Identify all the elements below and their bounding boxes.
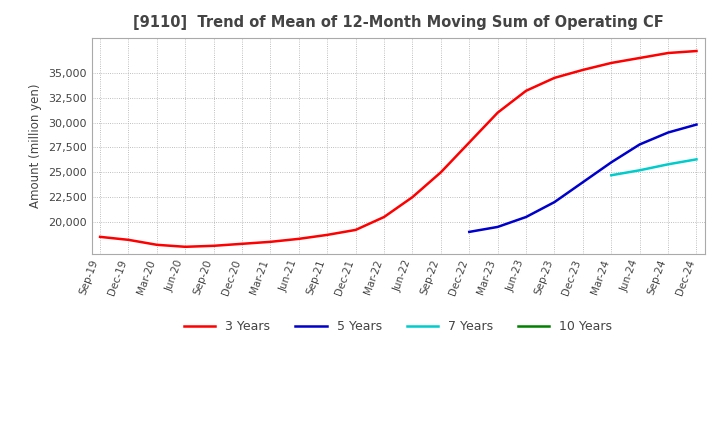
3 Years [266, 239, 275, 245]
3 Years [493, 110, 502, 115]
Title: [9110]  Trend of Mean of 12-Month Moving Sum of Operating CF: [9110] Trend of Mean of 12-Month Moving … [133, 15, 664, 30]
3 Years [579, 67, 588, 73]
3 Years [210, 243, 218, 249]
3 Years [408, 194, 417, 200]
3 Years [550, 75, 559, 81]
5 Years [465, 229, 474, 235]
7 Years [635, 168, 644, 173]
3 Years [323, 232, 332, 238]
5 Years [493, 224, 502, 230]
3 Years [238, 241, 246, 246]
3 Years [522, 88, 531, 93]
5 Years [607, 160, 616, 165]
5 Years [692, 122, 701, 127]
3 Years [153, 242, 161, 247]
Y-axis label: Amount (million yen): Amount (million yen) [30, 84, 42, 208]
3 Years [294, 236, 303, 242]
7 Years [692, 157, 701, 162]
3 Years [607, 60, 616, 66]
7 Years [607, 172, 616, 178]
3 Years [635, 55, 644, 61]
Line: 3 Years: 3 Years [100, 51, 696, 247]
3 Years [379, 214, 388, 220]
3 Years [664, 50, 672, 55]
3 Years [436, 170, 445, 175]
5 Years [635, 142, 644, 147]
7 Years [664, 161, 672, 167]
3 Years [351, 227, 360, 233]
3 Years [181, 244, 189, 249]
5 Years [579, 180, 588, 185]
Line: 7 Years: 7 Years [611, 159, 696, 175]
Legend: 3 Years, 5 Years, 7 Years, 10 Years: 3 Years, 5 Years, 7 Years, 10 Years [179, 315, 618, 338]
3 Years [96, 234, 104, 239]
5 Years [664, 130, 672, 135]
5 Years [550, 199, 559, 205]
3 Years [692, 48, 701, 54]
Line: 5 Years: 5 Years [469, 125, 696, 232]
3 Years [124, 237, 132, 242]
3 Years [465, 140, 474, 145]
5 Years [522, 214, 531, 220]
